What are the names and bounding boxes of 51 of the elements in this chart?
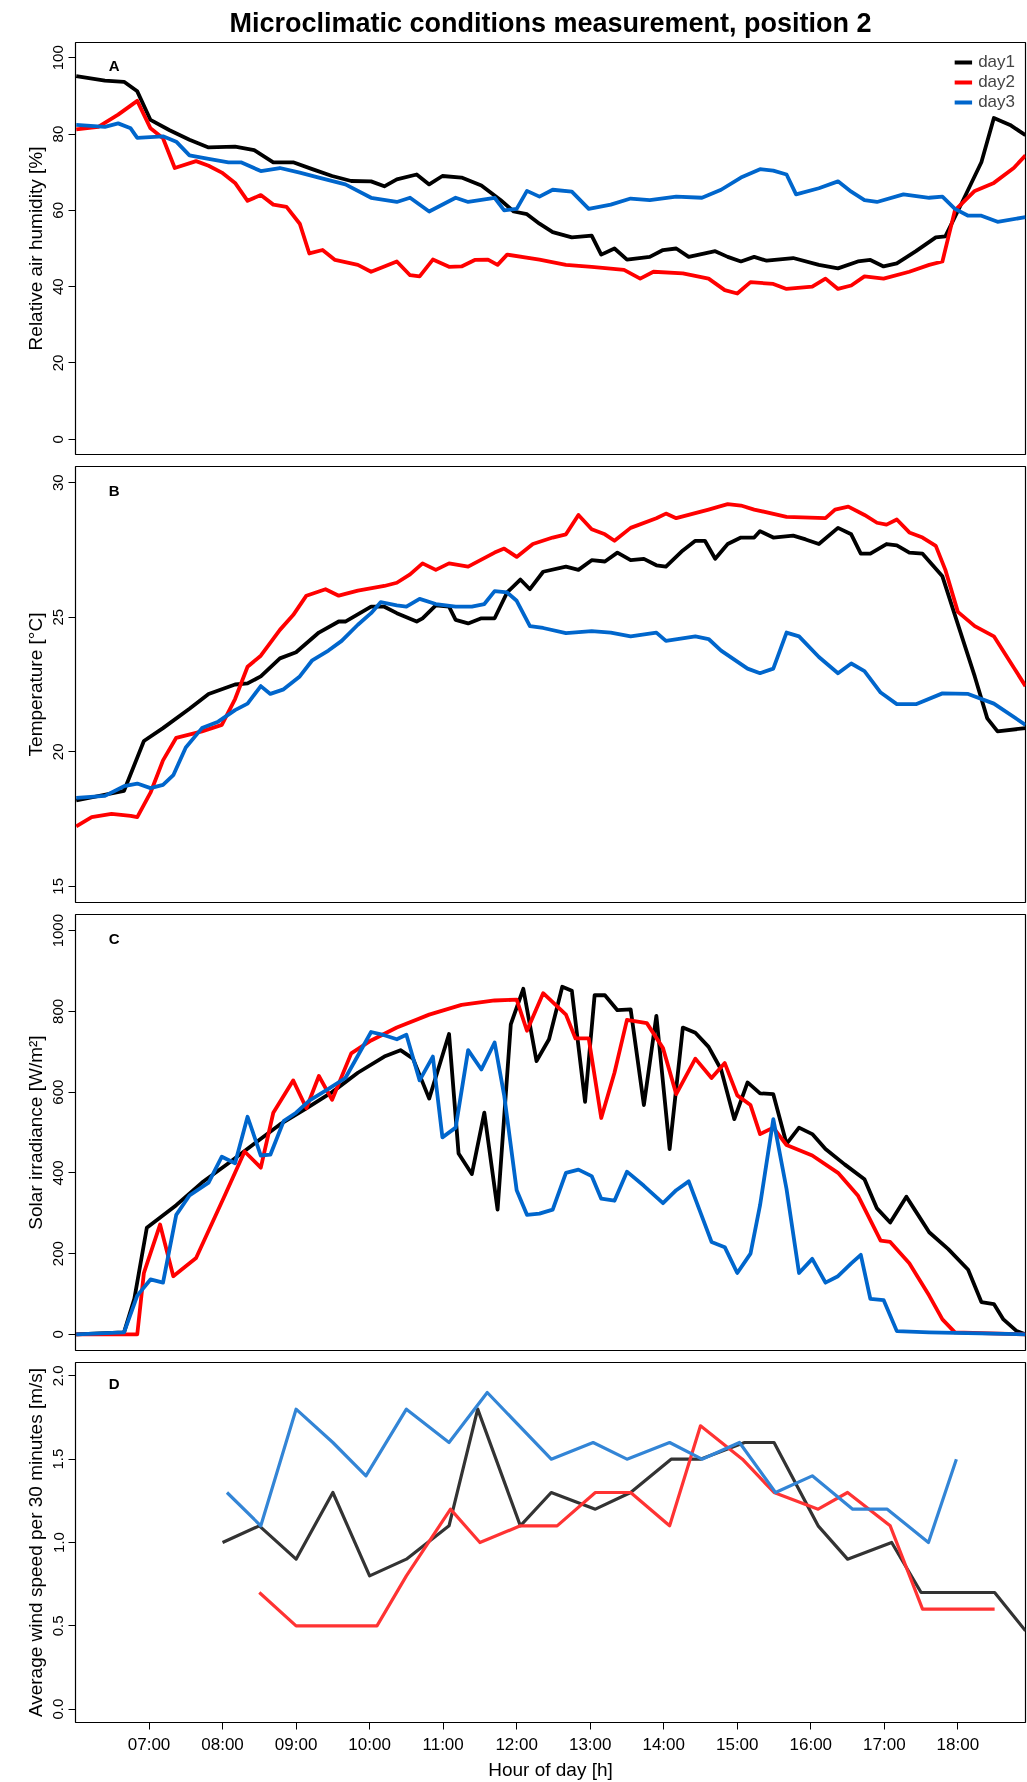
- y-tick-label: 600: [49, 1079, 67, 1105]
- y-tick-label: 0: [49, 435, 67, 444]
- legend-label: day2: [978, 72, 1015, 92]
- x-tick-label: 09:00: [274, 1734, 318, 1754]
- y-tick-label: 800: [49, 998, 67, 1024]
- x-tick-label: 10:00: [348, 1734, 391, 1754]
- annotation: B: [108, 481, 120, 499]
- y-tick-label: 1.5: [49, 1448, 67, 1470]
- line-series: [257, 1424, 997, 1628]
- x-tick-label: 13:00: [568, 1734, 612, 1754]
- annotation: D: [108, 1375, 120, 1393]
- x-tick-label: 14:00: [642, 1734, 686, 1754]
- annotation: A: [108, 56, 120, 74]
- y-tick-label: 30: [49, 474, 67, 491]
- y-tick-label: 20: [49, 354, 67, 372]
- y-tick-label: 25: [49, 608, 67, 626]
- y-axis-title: Relative air humidity [%]: [24, 146, 46, 351]
- line-series: [220, 1407, 1026, 1633]
- line-series: [75, 121, 1026, 224]
- y-tick-label: 15: [49, 878, 67, 895]
- y-tick-label: 40: [49, 278, 67, 295]
- x-tick-label: 17:00: [863, 1734, 906, 1754]
- x-tick-label: 08:00: [201, 1734, 244, 1754]
- y-tick-label: 80: [49, 125, 67, 143]
- x-tick-label: 18:00: [936, 1734, 980, 1754]
- x-tick-label: 15:00: [715, 1734, 759, 1754]
- y-tick-label: 100: [49, 45, 67, 71]
- legend-label: day1: [978, 52, 1015, 72]
- y-tick-label: 1000: [49, 913, 67, 948]
- annotation: C: [108, 929, 120, 947]
- y-tick-label: 2.0: [49, 1365, 67, 1387]
- y-tick-label: 1.0: [49, 1532, 67, 1553]
- y-tick-label: 400: [49, 1160, 67, 1186]
- line-series: [225, 1390, 958, 1545]
- y-axis-title: Average wind speed per 30 minutes [m/s]: [24, 1367, 46, 1718]
- y-tick-label: 200: [49, 1241, 67, 1267]
- y-tick-label: 0: [49, 1330, 67, 1339]
- y-tick-label: 0.5: [49, 1615, 67, 1637]
- y-tick-label: 60: [49, 202, 67, 219]
- x-tick-label: 12:00: [495, 1734, 538, 1754]
- y-tick-label: 20: [49, 743, 67, 761]
- y-tick-label: 0.0: [49, 1698, 67, 1720]
- y-axis-title: Temperature [°C]: [24, 612, 46, 757]
- x-axis-title: Hour of day [h]: [488, 1758, 613, 1780]
- legend-label: day3: [978, 92, 1015, 112]
- x-tick-label: 11:00: [422, 1734, 464, 1754]
- y-axis-title: Solar irradiance [W/m²]: [24, 1035, 46, 1230]
- x-tick-label: 07:00: [127, 1734, 171, 1754]
- chart-title: Microclimatic conditions measurement, position 2: [229, 7, 872, 38]
- x-tick-label: 16:00: [789, 1734, 833, 1754]
- line-series: [75, 589, 1026, 800]
